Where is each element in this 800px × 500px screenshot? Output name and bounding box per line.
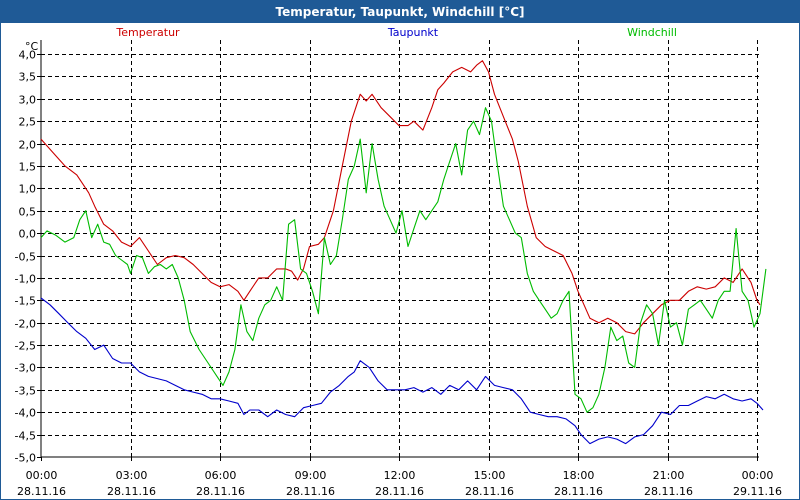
x-tick-time: 15:00: [474, 469, 506, 482]
y-tick-label: -1,5: [15, 295, 36, 308]
y-tick-label: -2,0: [15, 318, 36, 331]
series-line-windchill: [40, 107, 767, 413]
series-line-temperatur: [40, 60, 761, 335]
y-axis-label: °C: [25, 40, 39, 53]
x-tick-time: 03:00: [116, 469, 148, 482]
x-tick-date: 28.11.16: [286, 485, 335, 498]
x-tick-time: 00:00: [26, 469, 58, 482]
y-tick-label: 3,5: [19, 71, 37, 84]
x-tick-time: 00:00: [742, 469, 774, 482]
y-tick-label: 0,5: [19, 206, 37, 219]
x-tick-time: 09:00: [295, 469, 327, 482]
legend-taupunkt: Taupunkt: [387, 26, 439, 39]
y-tick-label: -0,5: [15, 251, 36, 264]
plot-area: [41, 40, 759, 457]
x-tick-date: 28.11.16: [554, 485, 603, 498]
x-tick-date: 28.11.16: [465, 485, 514, 498]
x-tick-time: 12:00: [384, 469, 416, 482]
y-tick-label: 0,0: [19, 228, 37, 241]
series-line-taupunkt: [40, 297, 764, 445]
y-tick-label: 2,5: [19, 116, 37, 129]
y-tick-label: -3,0: [15, 362, 36, 375]
y-tick-label: 1,0: [19, 183, 37, 196]
y-tick-label: 4,0: [19, 49, 37, 62]
chart-title: Temperatur, Taupunkt, Windchill [°C]: [1, 1, 799, 23]
y-tick-label: 1,5: [19, 161, 37, 174]
y-tick-label: -4,0: [15, 407, 36, 420]
y-tick-label: -4,5: [15, 430, 36, 443]
y-tick-label: 3,0: [19, 94, 37, 107]
x-tick-date: 28.11.16: [375, 485, 424, 498]
x-tick-time: 21:00: [653, 469, 685, 482]
x-tick-date: 28.11.16: [17, 485, 66, 498]
x-tick-time: 18:00: [563, 469, 595, 482]
legend-windchill: Windchill: [627, 26, 677, 39]
y-tick-label: -3,5: [15, 385, 36, 398]
x-tick-date: 28.11.16: [196, 485, 245, 498]
y-tick-label: -2,5: [15, 340, 36, 353]
x-tick-date: 28.11.16: [107, 485, 156, 498]
x-tick-date: 29.11.16: [733, 485, 782, 498]
x-tick-time: 06:00: [205, 469, 237, 482]
y-tick-label: 2,0: [19, 139, 37, 152]
y-tick-label: -5,0: [15, 452, 36, 465]
legend-temperatur: Temperatur: [115, 26, 180, 39]
y-tick-label: -1,0: [15, 273, 36, 286]
x-tick-date: 28.11.16: [644, 485, 693, 498]
